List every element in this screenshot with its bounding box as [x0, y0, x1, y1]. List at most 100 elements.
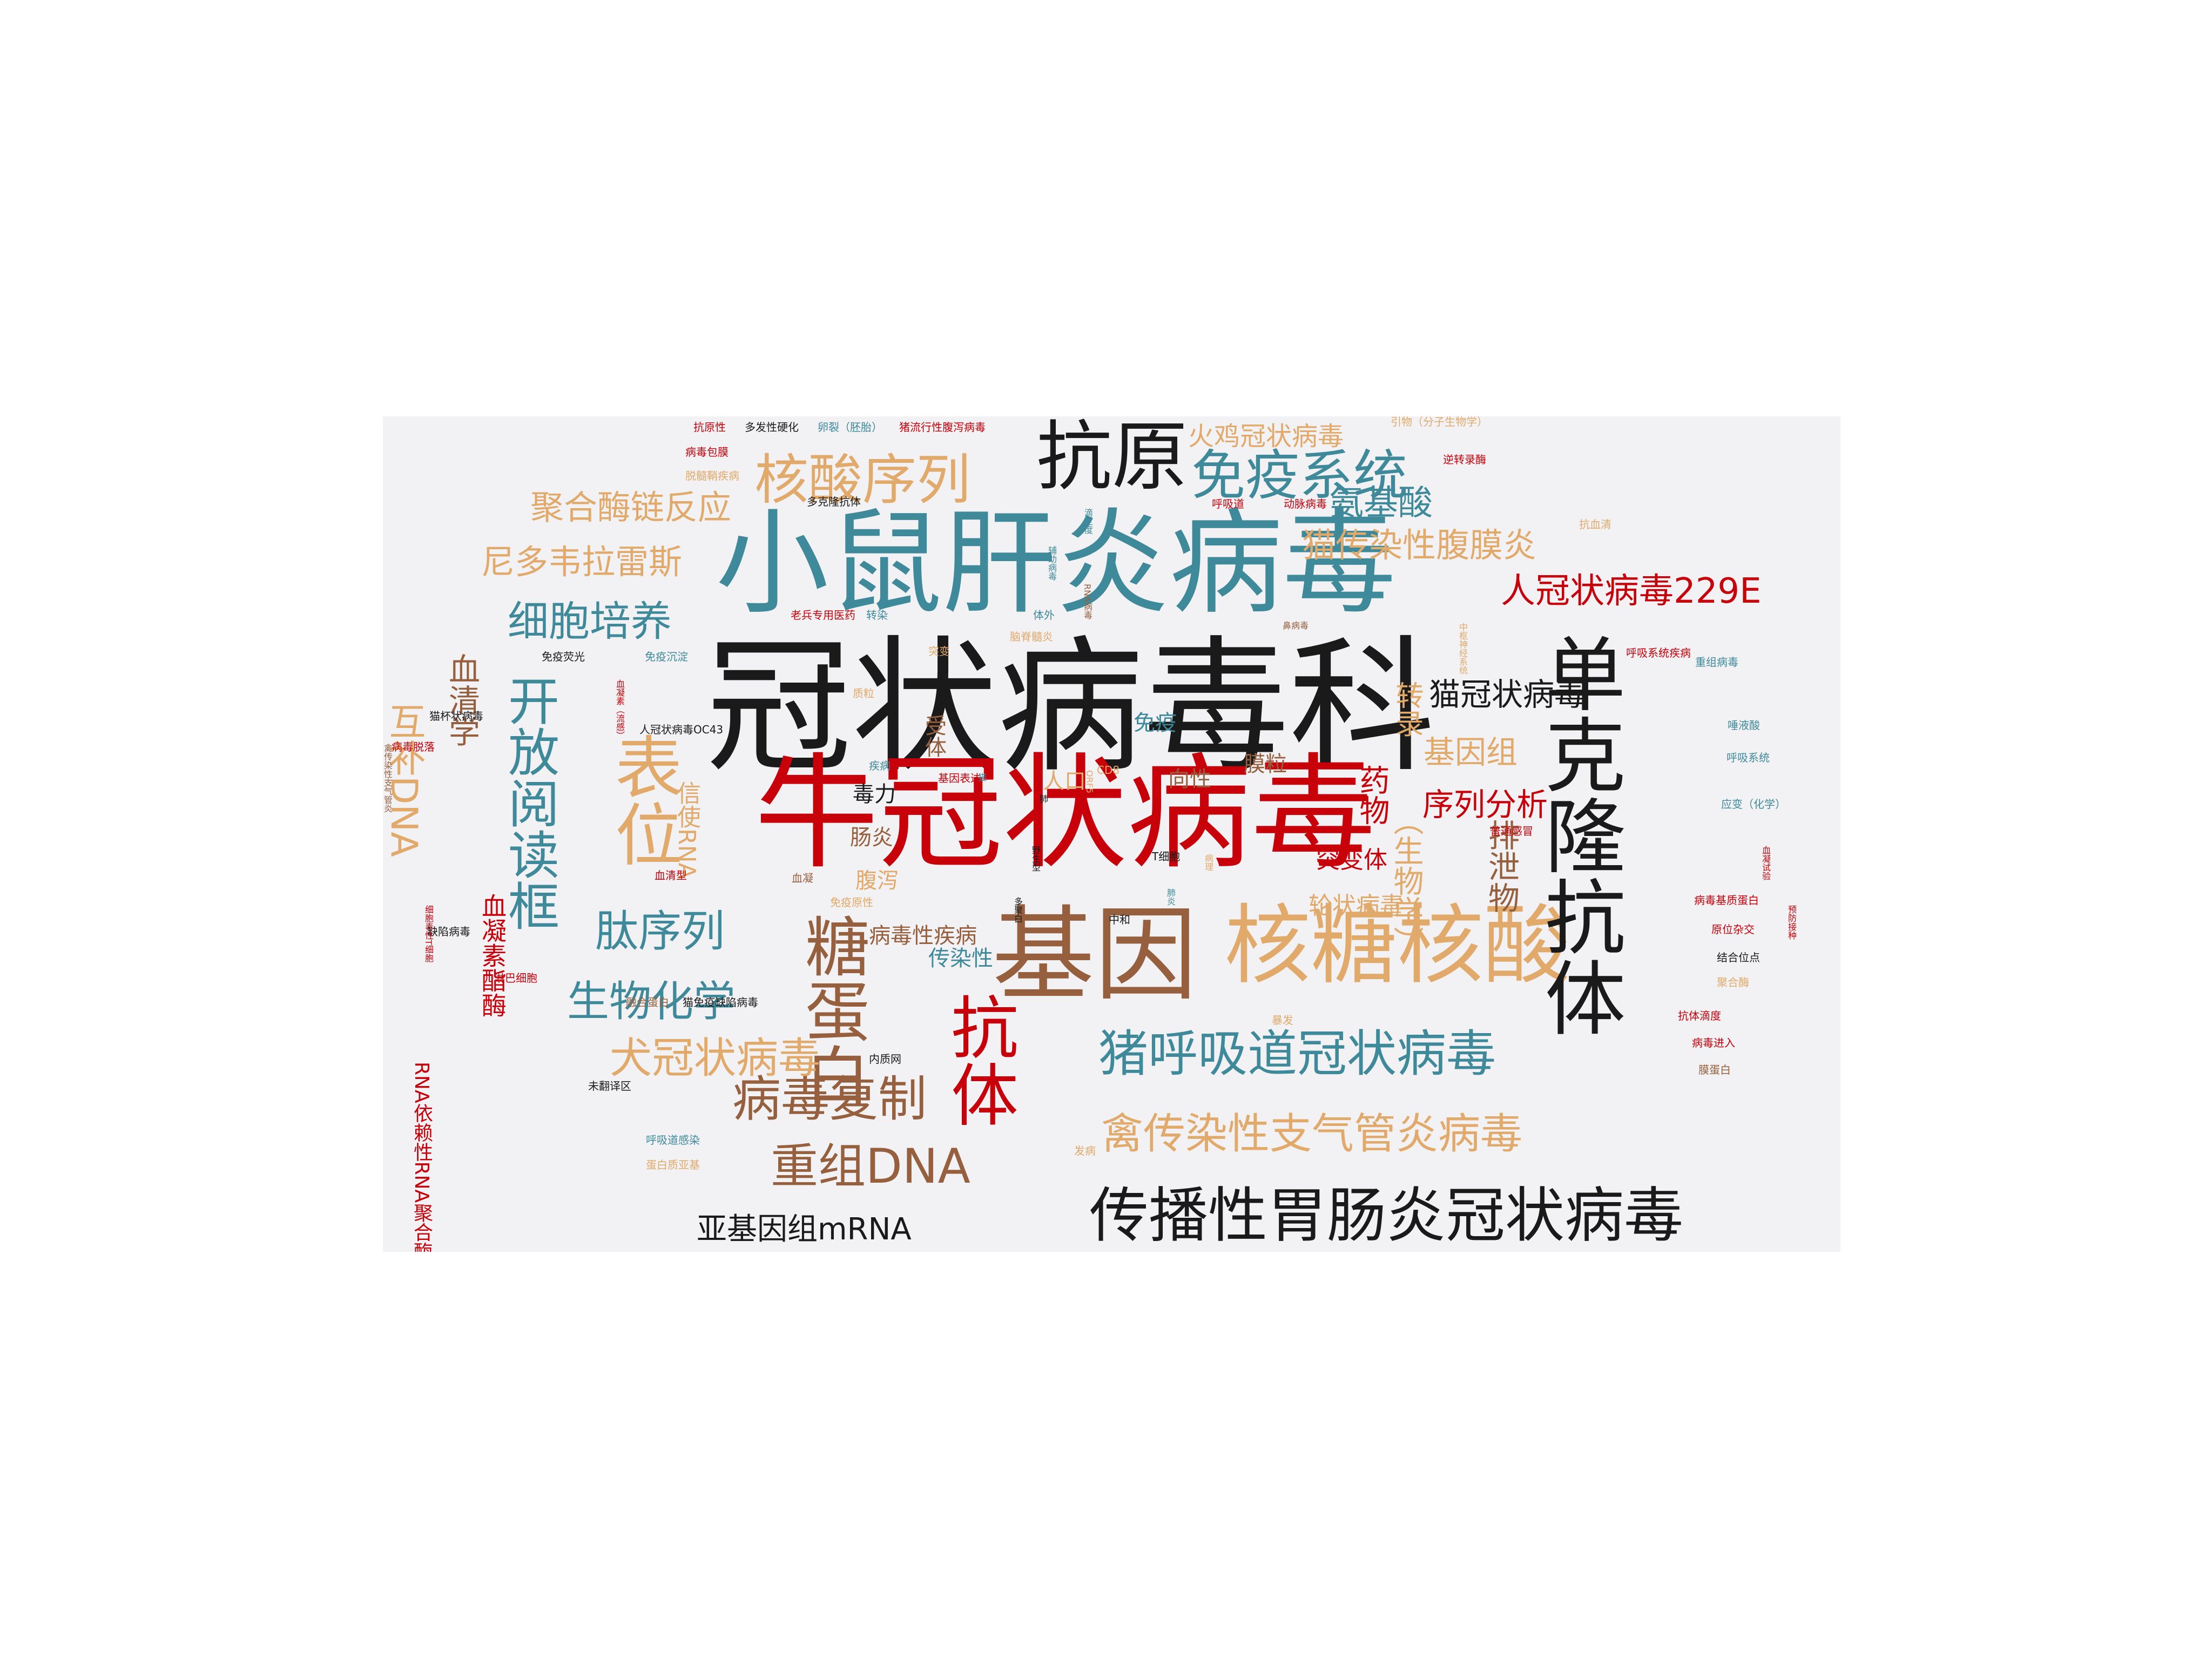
word-w053: 膜粒 — [1244, 752, 1287, 777]
word-w077: 内质网 — [869, 1053, 901, 1065]
word-w094: 原位杂交 — [1711, 923, 1755, 936]
word-w035: 药物 — [1354, 765, 1390, 825]
word-w064: 免疫沉淀 — [645, 650, 688, 663]
word-w100: 血凝试验 — [1761, 846, 1771, 880]
word-w095: 结合位点 — [1717, 951, 1760, 964]
word-w112: 突变 — [928, 645, 950, 658]
word-w005: 核糖核酸 — [1224, 895, 1570, 996]
word-w049: 受体 — [921, 714, 946, 758]
word-w117: RNA病毒 — [1082, 584, 1092, 620]
word-w118: ORF5 — [1084, 770, 1095, 794]
word-w087: 呼吸系统疾病 — [1626, 646, 1691, 659]
word-w040: 信使RNA — [673, 781, 700, 879]
word-w011: 糖蛋白 — [794, 913, 869, 1108]
word-w063: 免疫荧光 — [542, 650, 585, 663]
word-w019: 犬冠状病毒 — [610, 1034, 821, 1083]
word-w052: 向性 — [1168, 767, 1211, 792]
word-w062: 转染 — [866, 609, 888, 622]
word-w036: 突变体 — [1316, 846, 1387, 874]
word-w048: 毒力 — [853, 782, 896, 807]
word-w058: 病毒包膜 — [685, 446, 729, 458]
word-w025: 猫传染性腹膜炎 — [1302, 525, 1537, 565]
word-w066: 人冠状病毒OC43 — [639, 723, 724, 736]
word-w102: 中枢神经系统 — [1458, 623, 1468, 675]
word-cloud: 冠状病毒科 小鼠肝炎病毒 牛冠状病毒 基因 核糖核酸 抗原 核酸序列 免疫系统 单克隆抗体 抗体糖… — [383, 416, 1840, 1252]
word-w050: 人口 — [1043, 769, 1086, 794]
word-w014: 传播性胃肠炎冠状病毒 — [1089, 1181, 1683, 1250]
word-w020: 生物化学 — [567, 977, 736, 1026]
word-w009: 单克隆抗体 — [1531, 632, 1625, 1037]
word-w075: 融合蛋白 — [626, 996, 669, 1009]
word-w092: 普通感冒 — [1490, 825, 1533, 838]
word-w055: 多发性硬化 — [745, 421, 799, 434]
word-w047: 肠炎 — [850, 825, 893, 850]
word-w027: 氨基酸 — [1329, 483, 1433, 523]
word-w001: 冠状病毒科 — [706, 622, 1435, 792]
word-w012: 表位 — [603, 732, 682, 867]
word-w006: 抗原 — [1036, 416, 1188, 501]
word-w016: 禽传染性支气管炎病毒 — [1101, 1110, 1523, 1158]
word-w023: 尼多韦拉雷斯 — [481, 542, 683, 582]
word-w097: 抗体滴度 — [1678, 1009, 1721, 1022]
word-w041: 血凝素酯酶 — [478, 893, 507, 1017]
word-w104: 发病 — [1074, 1144, 1096, 1157]
word-w045: 传染性 — [928, 946, 993, 971]
word-w079: 呼吸道感染 — [646, 1134, 700, 1147]
word-w060: 多克隆抗体 — [807, 495, 861, 508]
word-w033: （生物学） — [1388, 805, 1424, 956]
word-w071: 血清型 — [655, 869, 687, 882]
word-w085: 抗血清 — [1579, 518, 1611, 531]
word-w106: T细胞 — [1152, 850, 1181, 863]
word-w119: 猫 — [976, 773, 987, 781]
word-w068: 禽传染性支气管炎 — [383, 744, 393, 813]
word-w076: 猫免疫缺陷病毒 — [683, 996, 758, 1009]
word-w059: 脱髓鞘疾病 — [685, 469, 739, 482]
word-w039: 血清学 — [443, 653, 480, 747]
word-w101: 预防接种 — [1786, 905, 1797, 940]
word-w080: 蛋白质亚基 — [646, 1158, 700, 1171]
word-w084: 动脉病毒 — [1284, 497, 1327, 510]
word-w004: 基因 — [992, 895, 1198, 1015]
word-w002: 小鼠肝炎病毒 — [716, 497, 1397, 630]
word-w010: 抗体 — [939, 993, 1017, 1128]
word-w024: 聚合酶链反应 — [530, 488, 732, 527]
word-w111: 质粒 — [853, 687, 874, 700]
word-w038: 互补DNA — [383, 703, 425, 857]
word-w028: 火鸡冠状病毒 — [1188, 421, 1344, 451]
word-w107: 疾病 — [869, 759, 891, 772]
word-w110: CD8 — [1097, 764, 1120, 777]
word-w029: 猫冠状病毒 — [1429, 676, 1586, 713]
word-w003: 牛冠状病毒 — [754, 742, 1376, 886]
word-w073: 缺陷病毒 — [427, 925, 470, 938]
word-w082: 逆转录酶 — [1443, 453, 1486, 466]
word-w067: 病毒脱落 — [392, 740, 435, 753]
word-w044: 病毒性疾病 — [869, 923, 977, 948]
word-w089: 唾液酸 — [1728, 719, 1760, 732]
word-w105: 中和 — [1109, 913, 1130, 926]
word-w026: 人冠状病毒229E — [1501, 571, 1762, 611]
word-w051: 免疫 — [1134, 711, 1177, 736]
word-w096: 聚合酶 — [1717, 976, 1749, 989]
word-w070: 血凝素（流感） — [615, 679, 625, 740]
word-w013: 开放阅读框 — [500, 675, 559, 931]
word-w109: 免疫原性 — [830, 896, 873, 909]
word-w098: 病毒进入 — [1692, 1036, 1735, 1049]
word-w017: 病毒复制 — [732, 1071, 927, 1128]
word-w034: 转录 — [1391, 681, 1423, 737]
word-w032: 排泄物 — [1483, 819, 1520, 913]
word-w099: 膜蛋白 — [1698, 1063, 1731, 1076]
word-w113: 体外 — [1033, 609, 1055, 622]
word-w123: 肺炎 — [1165, 888, 1176, 906]
word-w088: 重组病毒 — [1695, 656, 1738, 669]
word-w121: 野生型 — [1030, 846, 1041, 872]
word-w054: 抗原性 — [693, 421, 726, 434]
word-w091: 应变（化学） — [1721, 798, 1786, 811]
word-w124: 病理 — [1203, 854, 1213, 871]
word-w022: 细胞培养 — [508, 597, 672, 645]
word-w083: 呼吸道 — [1212, 497, 1244, 510]
word-w090: 呼吸系统 — [1727, 751, 1770, 764]
word-w093: 病毒基质蛋白 — [1694, 894, 1759, 907]
word-w078: 未翻译区 — [588, 1080, 631, 1092]
word-w030: 基因组 — [1424, 734, 1518, 771]
word-w015: 猪呼吸道冠状病毒 — [1098, 1025, 1496, 1083]
